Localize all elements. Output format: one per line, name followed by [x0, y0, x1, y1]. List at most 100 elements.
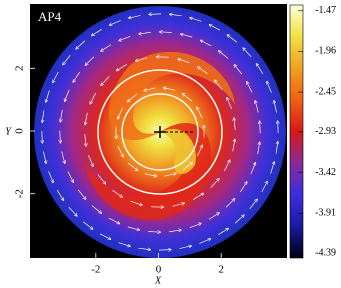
velocity-arrow — [130, 200, 142, 205]
velocity-arrow — [270, 162, 275, 174]
velocity-arrow — [85, 112, 88, 125]
velocity-arrow — [83, 221, 93, 229]
velocity-arrow — [117, 145, 123, 157]
velocity-arrow — [170, 14, 182, 16]
velocity-arrow — [199, 239, 210, 244]
velocity-arrow — [239, 182, 247, 193]
velocity-arrow — [60, 109, 63, 122]
velocity-arrow — [234, 118, 235, 131]
velocity-arrow — [250, 163, 255, 175]
velocity-arrow — [118, 107, 124, 119]
velocity-arrow — [160, 32, 172, 33]
velocity-arrow — [276, 142, 278, 154]
velocity-arrow — [179, 246, 191, 249]
velocity-arrow — [112, 189, 122, 197]
velocity-arrow — [210, 179, 219, 188]
velocity-arrow — [148, 231, 160, 232]
velocity-arrow — [119, 36, 131, 40]
velocity-arrow — [198, 67, 208, 75]
velocity-arrow — [192, 193, 203, 200]
velocity-arrow — [196, 145, 202, 157]
velocity-arrow — [117, 64, 128, 70]
velocity-arrow — [73, 71, 81, 82]
colorbar-tick-label: -4.39 — [315, 247, 336, 258]
velocity-arrow — [181, 34, 193, 38]
velocity-arrow — [243, 48, 252, 58]
orbit-circle — [121, 93, 199, 171]
velocity-arrow — [108, 217, 120, 224]
velocity-arrow — [256, 64, 264, 75]
velocity-arrow — [257, 142, 260, 155]
velocity-arrow — [90, 92, 96, 104]
velocity-arrow — [201, 40, 212, 47]
spiral-arm — [85, 122, 212, 221]
velocity-arrow — [178, 59, 190, 64]
velocity-arrow — [101, 44, 112, 51]
velocity-arrow — [128, 93, 138, 102]
velocity-arrow — [234, 215, 244, 224]
velocity-arrow — [88, 155, 93, 166]
velocity-arrow — [48, 171, 54, 182]
colorbar-tick-label: -3.42 — [315, 167, 336, 178]
velocity-arrow — [164, 88, 176, 91]
velocity-arrow — [247, 82, 253, 93]
velocity-arrow — [215, 80, 223, 90]
y-axis-label: Y — [5, 126, 12, 137]
velocity-arrow — [68, 206, 77, 216]
y-tick-label: 2 — [14, 66, 26, 72]
velocity-arrow — [77, 189, 86, 199]
velocity-arrow — [92, 28, 103, 35]
velocity-arrow — [224, 160, 229, 172]
velocity-arrow — [127, 226, 140, 230]
spiral-arm — [108, 51, 235, 141]
velocity-arrow — [67, 171, 73, 183]
velocity-arrow — [208, 213, 219, 220]
center-marker — [154, 126, 166, 138]
velocity-arrow — [101, 76, 110, 85]
velocity-arrow — [42, 130, 43, 143]
velocity-arrow — [278, 121, 279, 134]
y-tick-label: -2 — [14, 189, 26, 198]
velocity-arrow — [189, 223, 201, 228]
velocity-arrow — [225, 199, 235, 208]
velocity-arrow — [144, 173, 157, 177]
colorbar-tick-label: -2.45 — [315, 86, 336, 97]
orbit-circle — [97, 69, 223, 195]
colorbar-tick-label: -2.93 — [315, 126, 336, 137]
chart-title: AP4 — [38, 9, 62, 24]
velocity-arrow — [144, 87, 156, 91]
velocity-arrow — [61, 151, 65, 164]
velocity-arrow — [169, 230, 181, 233]
x-tick-label: -2 — [91, 264, 100, 276]
velocity-arrow — [43, 151, 46, 163]
spiral-arm — [160, 128, 196, 175]
velocity-arrow — [118, 242, 130, 247]
x-tick-label: 2 — [218, 264, 224, 276]
velocity-arrow — [274, 101, 277, 113]
velocity-arrow — [172, 203, 185, 207]
x-tick-label: 0 — [156, 264, 162, 276]
velocity-arrow — [197, 107, 203, 119]
velocity-arrow — [217, 228, 228, 236]
velocity-arrow — [53, 71, 59, 83]
colorbar-tick-label: -1.47 — [315, 5, 336, 16]
colorbar-tick-label: -1.96 — [315, 46, 336, 57]
velocity-arrow — [56, 189, 63, 200]
velocity-arrow — [255, 101, 259, 113]
velocity-arrow — [164, 173, 176, 177]
velocity-arrow — [42, 110, 44, 122]
velocity-arrow — [139, 31, 151, 34]
velocity-arrow — [267, 82, 272, 93]
velocity-arrow — [60, 130, 61, 143]
velocity-arrow — [260, 121, 261, 134]
velocity-arrow — [46, 90, 50, 102]
velocity-arrow — [99, 233, 111, 240]
velocity-arrow — [234, 65, 243, 75]
velocity-arrow — [110, 20, 121, 26]
velocity-arrow — [158, 250, 171, 251]
velocity-arrow — [127, 162, 137, 170]
velocity-arrow — [129, 15, 141, 18]
velocity-arrow — [85, 56, 95, 65]
velocity-arrow — [182, 162, 192, 171]
